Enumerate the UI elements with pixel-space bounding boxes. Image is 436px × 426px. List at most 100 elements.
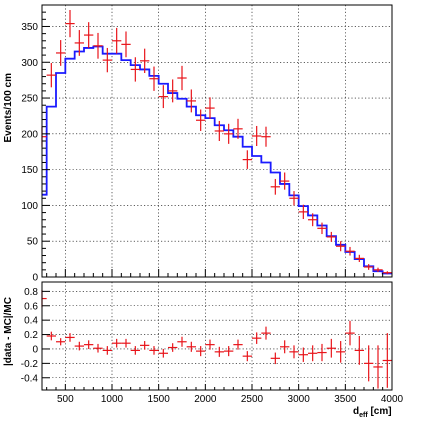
data-point bbox=[382, 271, 392, 275]
mc-step-line bbox=[42, 45, 392, 275]
data-point bbox=[140, 48, 150, 73]
ratio-point bbox=[46, 331, 56, 341]
x-tick-label: 1500 bbox=[148, 394, 171, 405]
ratio-point bbox=[261, 326, 271, 340]
ratio-point bbox=[186, 341, 196, 352]
data-point bbox=[345, 246, 355, 256]
data-point bbox=[233, 118, 243, 139]
ratio-point bbox=[84, 340, 94, 349]
ratio-point bbox=[130, 346, 140, 355]
data-point bbox=[336, 241, 346, 252]
ratio-point bbox=[102, 346, 112, 355]
top-y-tick-label: 0 bbox=[32, 273, 38, 284]
data-point bbox=[196, 109, 206, 131]
top-y-tick-label: 200 bbox=[21, 129, 38, 140]
ratio-point bbox=[158, 348, 168, 358]
ratio-point bbox=[336, 341, 346, 363]
x-tick-label: 4000 bbox=[381, 394, 404, 405]
ratio-y-tick-label: 0.8 bbox=[24, 287, 38, 298]
top-grid bbox=[42, 5, 392, 277]
data-point bbox=[326, 231, 336, 242]
data-point bbox=[112, 27, 122, 54]
x-tick-label: 2500 bbox=[241, 394, 264, 405]
ratio-y-tick-label: 0.2 bbox=[24, 330, 38, 341]
top-y-axis-title: Events/100 cm bbox=[3, 73, 14, 143]
ratio-point bbox=[149, 346, 159, 355]
data-point bbox=[46, 62, 56, 88]
ratio-points bbox=[41, 289, 392, 389]
ratio-y-axis-title: |data - MC|/MC bbox=[3, 297, 14, 366]
data-point bbox=[84, 22, 94, 48]
data-point bbox=[56, 40, 66, 66]
top-y-tick-label: 100 bbox=[21, 201, 38, 212]
ratio-point bbox=[317, 343, 327, 362]
ratio-point bbox=[289, 345, 299, 359]
data-point bbox=[224, 123, 234, 144]
data-point bbox=[130, 57, 140, 82]
data-point bbox=[186, 89, 196, 113]
data-point bbox=[121, 31, 131, 58]
data-point bbox=[74, 30, 84, 56]
data-point bbox=[93, 32, 103, 59]
ratio-point bbox=[308, 345, 318, 362]
data-point bbox=[308, 213, 318, 227]
ratio-point bbox=[140, 341, 150, 350]
ratio-point bbox=[326, 338, 336, 358]
mc-histogram bbox=[42, 45, 392, 275]
data-point bbox=[65, 10, 75, 38]
data-point bbox=[373, 267, 383, 272]
data-point bbox=[177, 65, 187, 91]
ratio-point bbox=[345, 320, 355, 346]
ratio-point bbox=[233, 339, 243, 350]
top-y-tick-label: 350 bbox=[21, 22, 38, 33]
x-axis-title: deff [cm] bbox=[353, 406, 392, 419]
ratio-point bbox=[74, 341, 84, 351]
x-tick-label: 500 bbox=[57, 394, 74, 405]
ratio-point bbox=[270, 352, 280, 365]
top-y-tick-label: 250 bbox=[21, 94, 38, 105]
x-axis-title-subscript: eff bbox=[359, 412, 368, 419]
ratio-point bbox=[177, 336, 187, 347]
data-point bbox=[252, 125, 262, 147]
data-point bbox=[289, 191, 299, 206]
ratio-point bbox=[298, 347, 308, 362]
ratio-point bbox=[205, 339, 215, 350]
data-point bbox=[354, 254, 364, 262]
data-point bbox=[261, 126, 271, 147]
ratio-point bbox=[382, 333, 392, 388]
ratio-point bbox=[112, 338, 122, 348]
top-y-tick-label: 150 bbox=[21, 165, 38, 176]
ratio-point bbox=[56, 338, 66, 346]
top-axis-ticks: 0 50 100 150 200 250 300 350 bbox=[21, 11, 393, 284]
x-axis-title-unit: [cm] bbox=[368, 406, 392, 417]
x-tick-label: 3500 bbox=[334, 394, 357, 405]
top-y-tick-label: 300 bbox=[21, 58, 38, 69]
x-tick-label: 1000 bbox=[101, 394, 124, 405]
ratio-point bbox=[242, 351, 252, 362]
ratio-point bbox=[373, 345, 383, 389]
ratio-point bbox=[280, 340, 290, 354]
x-axis-title-main: d bbox=[353, 406, 359, 417]
ratio-y-tick-label: -0.2 bbox=[21, 359, 39, 370]
data-point bbox=[149, 66, 159, 91]
ratio-point bbox=[364, 345, 374, 382]
ratio-point bbox=[168, 343, 178, 352]
data-point bbox=[158, 85, 168, 109]
ratio-point bbox=[121, 338, 131, 348]
ratio-y-tick-label: 0 bbox=[32, 344, 38, 355]
ratio-point bbox=[214, 346, 224, 357]
ratio-point bbox=[196, 346, 206, 357]
top-panel-frame bbox=[41, 4, 393, 278]
ratio-y-tick-label: 0.4 bbox=[24, 316, 38, 327]
data-point bbox=[280, 172, 290, 190]
ratio-point bbox=[224, 346, 234, 357]
data-point bbox=[168, 79, 178, 103]
data-point bbox=[270, 178, 280, 195]
data-point bbox=[242, 150, 252, 169]
ratio-panel: 500 1000 1500 2000 2500 3000 3500 4000 -0.4 -0.2 0… bbox=[3, 281, 404, 419]
data-point bbox=[317, 222, 327, 235]
main-histogram-panel: 0 50 100 150 200 250 300 350 Events/100 cm bbox=[3, 4, 393, 284]
x-tick-label: 2000 bbox=[194, 394, 217, 405]
